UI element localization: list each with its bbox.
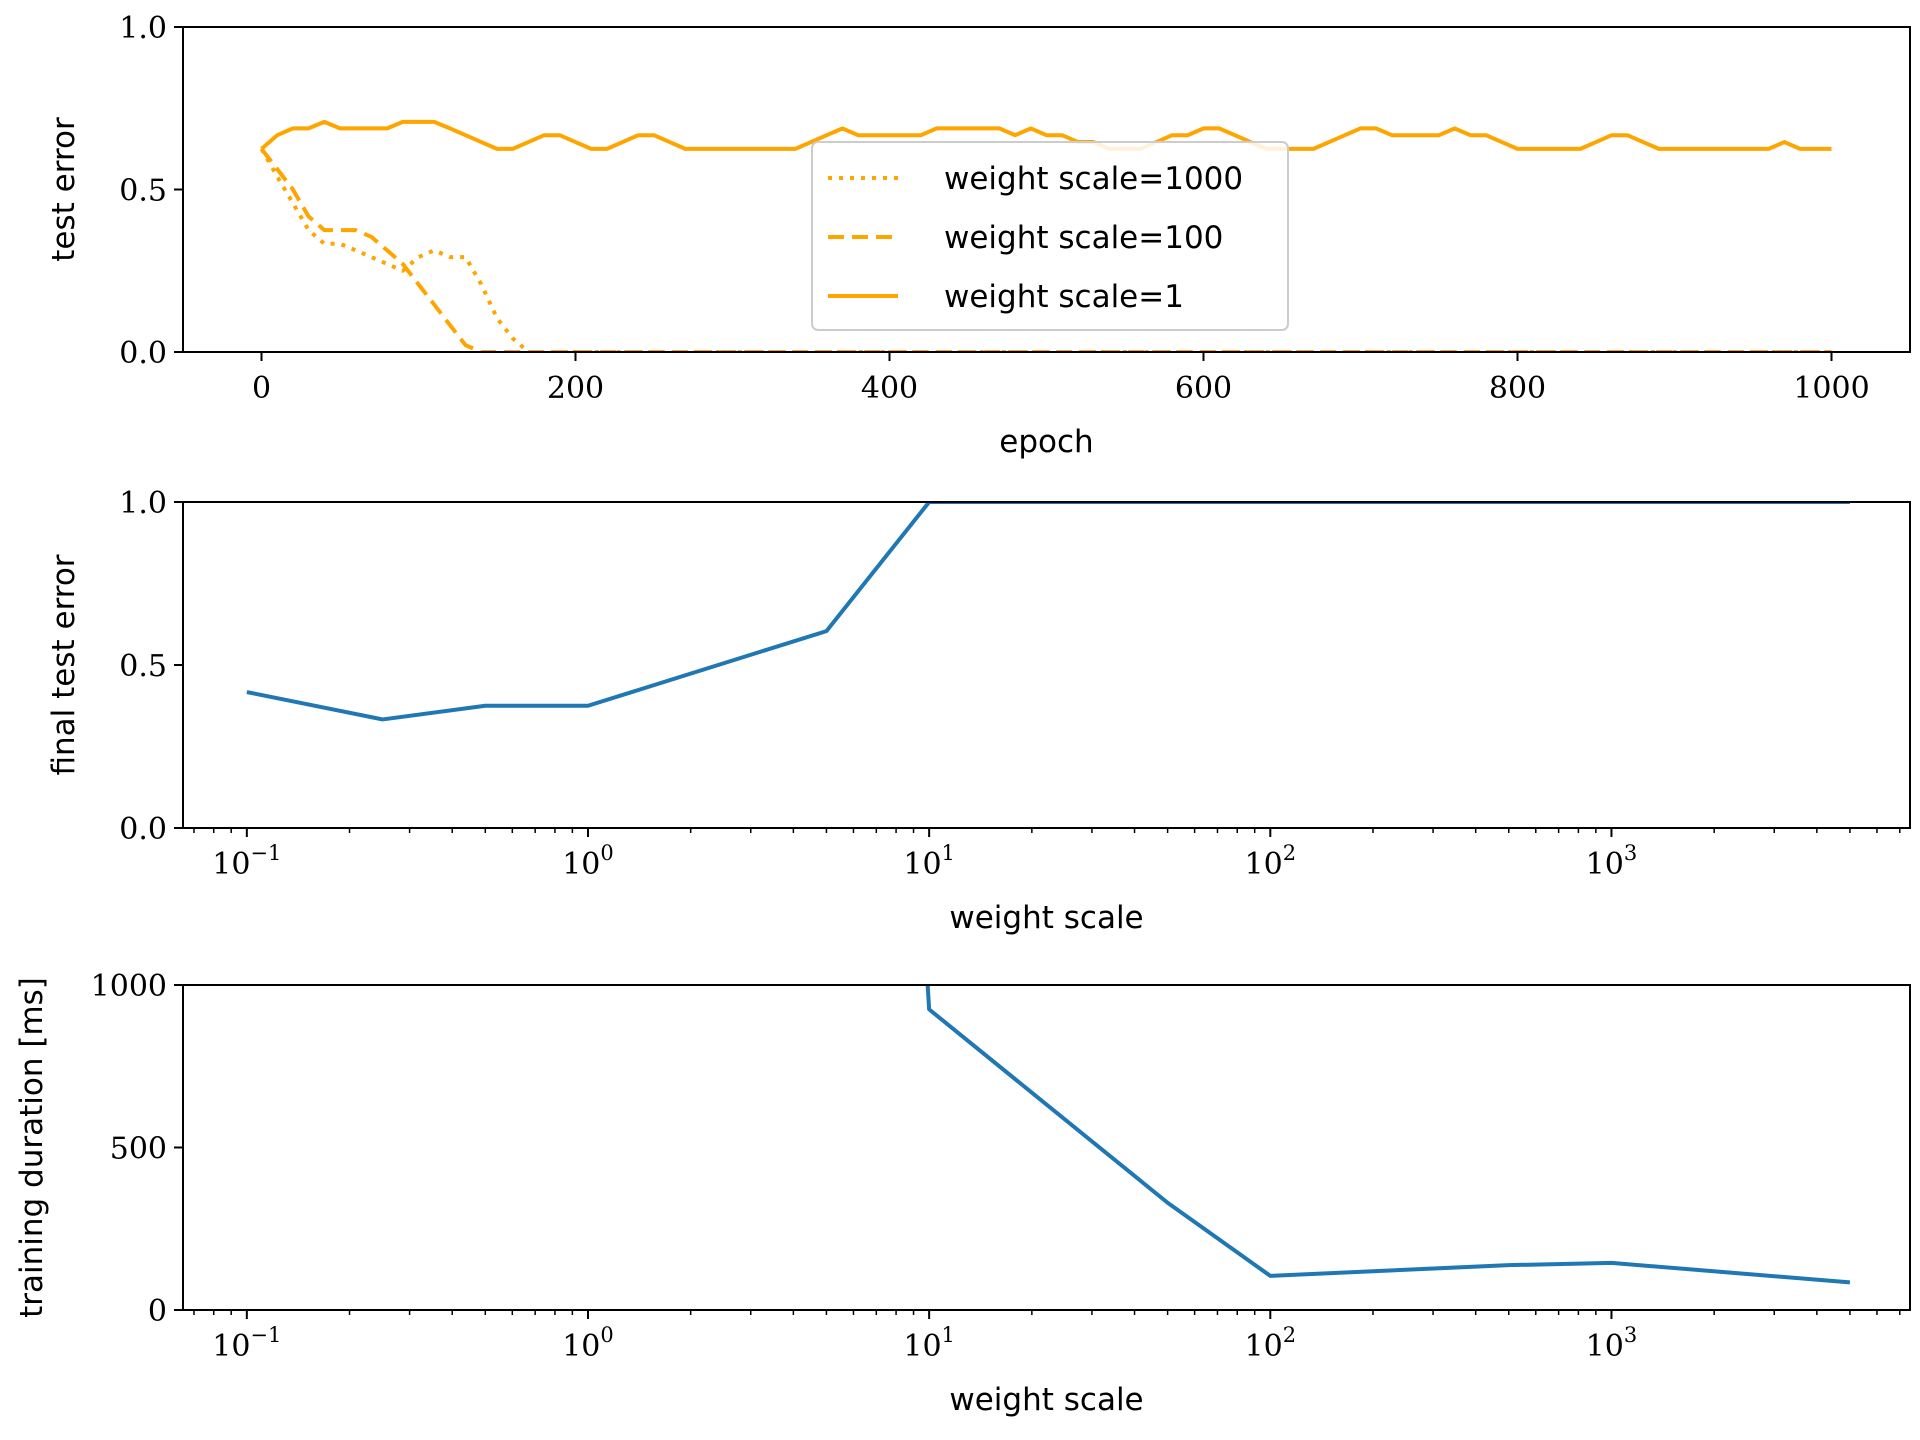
x-tick-label: 10−1 [212,1323,281,1364]
axes-frame [182,984,1911,1311]
y-tick-label: 1.0 [119,486,167,521]
legend: weight scale=1000 weight scale=100 weight … [811,141,1289,331]
x-tick-label: 103 [1586,841,1638,882]
legend-label: weight scale=1000 [944,161,1243,197]
y-tick-label: 0.5 [119,174,167,209]
chart-1: 0 200 400 600 800 1000 0.0 0.5 1.0 epoch test erro… [46,11,1911,460]
series-line-1 [246,502,1850,722]
y-axis-label: final test error [46,554,82,775]
legend-label: weight scale=100 [944,220,1223,256]
x-tick-label: 100 [562,841,614,882]
x-tick-label: 1000 [1793,371,1869,406]
series-line-1 [259,147,1832,352]
x-axis-label: weight scale [949,900,1143,936]
legend-frame [811,141,1289,331]
x-tick-label: 100 [562,1323,614,1364]
y-tick-label: 0 [148,1294,167,1329]
x-tick-label: 400 [861,371,918,406]
series-line-1 [925,985,1851,1285]
chart-3: 10−1 100 101 102 103 0 500 1000 weight scale trai… [14,969,1911,1418]
y-tick-label: 0.5 [119,649,167,684]
x-axis-label: weight scale [949,1382,1143,1418]
y-tick-label: 1.0 [119,11,167,46]
x-tick-label: 0 [252,371,271,406]
x-tick-label: 600 [1175,371,1232,406]
x-tick-label: 102 [1245,1323,1297,1364]
y-tick-label: 0.0 [119,812,167,847]
legend-label: weight scale=1 [944,279,1184,315]
x-tick-label: 10−1 [212,841,281,882]
y-tick-label: 0.0 [119,336,167,371]
x-tick-label: 101 [903,841,955,882]
x-axis-label: epoch [999,424,1093,460]
y-axis-label: training duration [ms] [14,977,50,1318]
y-tick-label: 500 [110,1132,167,1167]
x-tick-label: 101 [903,1323,955,1364]
axes-frame [182,501,1911,829]
x-tick-label: 103 [1586,1323,1638,1364]
x-tick-label: 102 [1245,841,1297,882]
x-tick-label: 800 [1489,371,1546,406]
chart-2: 10−1 100 101 102 103 0.0 0.5 1.0 weight scale fin… [46,486,1911,936]
series-line-3 [260,119,1832,151]
y-axis-label: test error [46,117,82,262]
y-tick-label: 1000 [91,969,167,1004]
x-tick-label: 200 [547,371,604,406]
